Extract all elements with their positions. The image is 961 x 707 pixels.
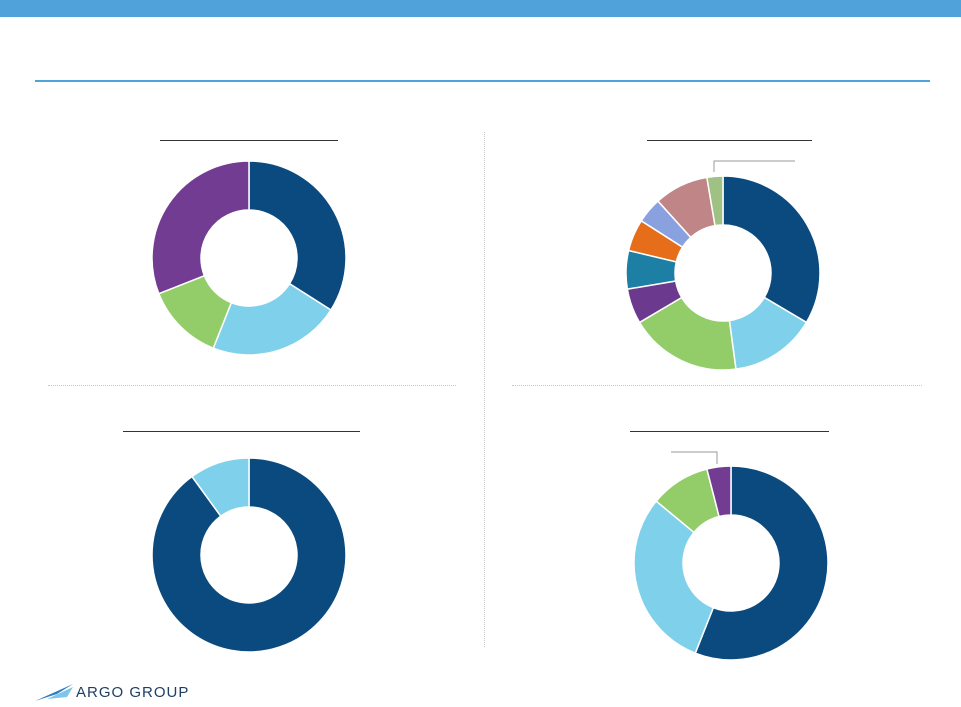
donut-chart-3 (151, 457, 347, 653)
top-accent-bar (0, 0, 961, 17)
donut-chart-1 (151, 160, 347, 356)
donut-4-slice-2 (633, 500, 715, 655)
horizontal-divider-right (512, 385, 922, 386)
horizontal-divider-left (48, 385, 456, 386)
donut-2-slice-1 (722, 175, 821, 324)
chart-2-title-underline (647, 140, 812, 141)
chart-4-leader-line (671, 451, 718, 464)
donut-3-slice-1 (151, 457, 347, 653)
vertical-divider (484, 132, 485, 647)
donut-1-slice-1 (248, 160, 347, 312)
chart-2-leader-line (713, 160, 795, 172)
chart-4-title-underline (630, 431, 829, 432)
donut-chart-2 (625, 175, 821, 371)
brand-name: ARGO GROUP (76, 684, 190, 701)
chart-3-title-underline (123, 431, 360, 432)
argo-logo-icon (35, 684, 73, 701)
donut-1-slice-4 (151, 160, 250, 295)
donut-4-slice-1 (694, 465, 829, 661)
chart-1-title-underline (160, 140, 338, 141)
header-rule (35, 80, 930, 82)
donut-2-slice-9 (706, 175, 724, 227)
donut-chart-4 (633, 465, 829, 661)
donut-4-slice-4 (705, 465, 732, 518)
donut-1-slice-2 (212, 282, 332, 356)
donut-3-slice-2 (190, 457, 250, 518)
